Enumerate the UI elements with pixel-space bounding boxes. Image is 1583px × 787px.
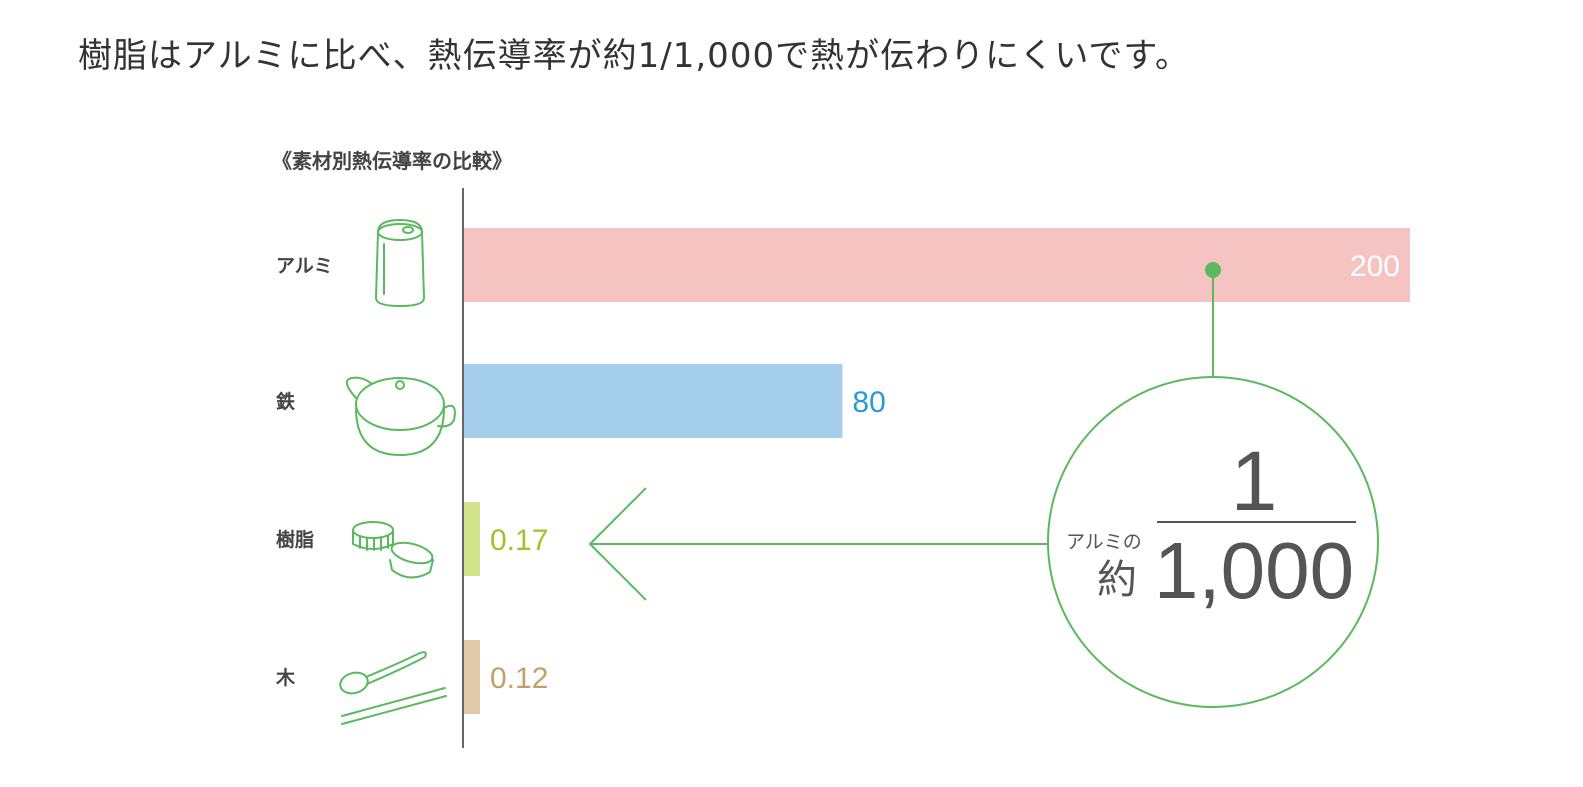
bar-1 — [464, 364, 843, 438]
category-label: 樹脂 — [276, 528, 314, 551]
bar-3 — [464, 640, 480, 714]
value-label: 80 — [852, 386, 885, 419]
bottle-caps-icon — [352, 521, 434, 579]
can-icon — [375, 219, 425, 307]
category-label: 鉄 — [276, 390, 295, 413]
ratio-denominator: 1,000 — [1154, 526, 1354, 615]
category-label: 木 — [275, 666, 296, 689]
value-label: 200 — [1350, 250, 1400, 283]
chart-title: 《素材別熱伝導率の比較》 — [272, 149, 512, 173]
ratio-yaku: 約 — [1097, 557, 1137, 603]
value-label: 0.12 — [490, 662, 548, 695]
bar-0 — [464, 228, 1410, 302]
ratio-numerator: 1 — [1231, 434, 1278, 528]
value-label: 0.17 — [490, 524, 548, 557]
ratio-circle — [1047, 376, 1379, 708]
spoon-chopsticks-icon — [339, 651, 447, 725]
category-label: アルミ — [276, 255, 333, 277]
headline: 樹脂はアルミに比べ、熱伝導率が約1/1,000で熱が伝わりにくいです。 — [78, 36, 1190, 76]
pot-icon — [345, 376, 456, 456]
pointer-arrowhead — [588, 487, 647, 601]
ratio-annotation: アルミの 約 1 1,000 — [588, 262, 1379, 708]
ratio-prefix: アルミの — [1066, 531, 1142, 553]
bar-2 — [464, 502, 480, 576]
